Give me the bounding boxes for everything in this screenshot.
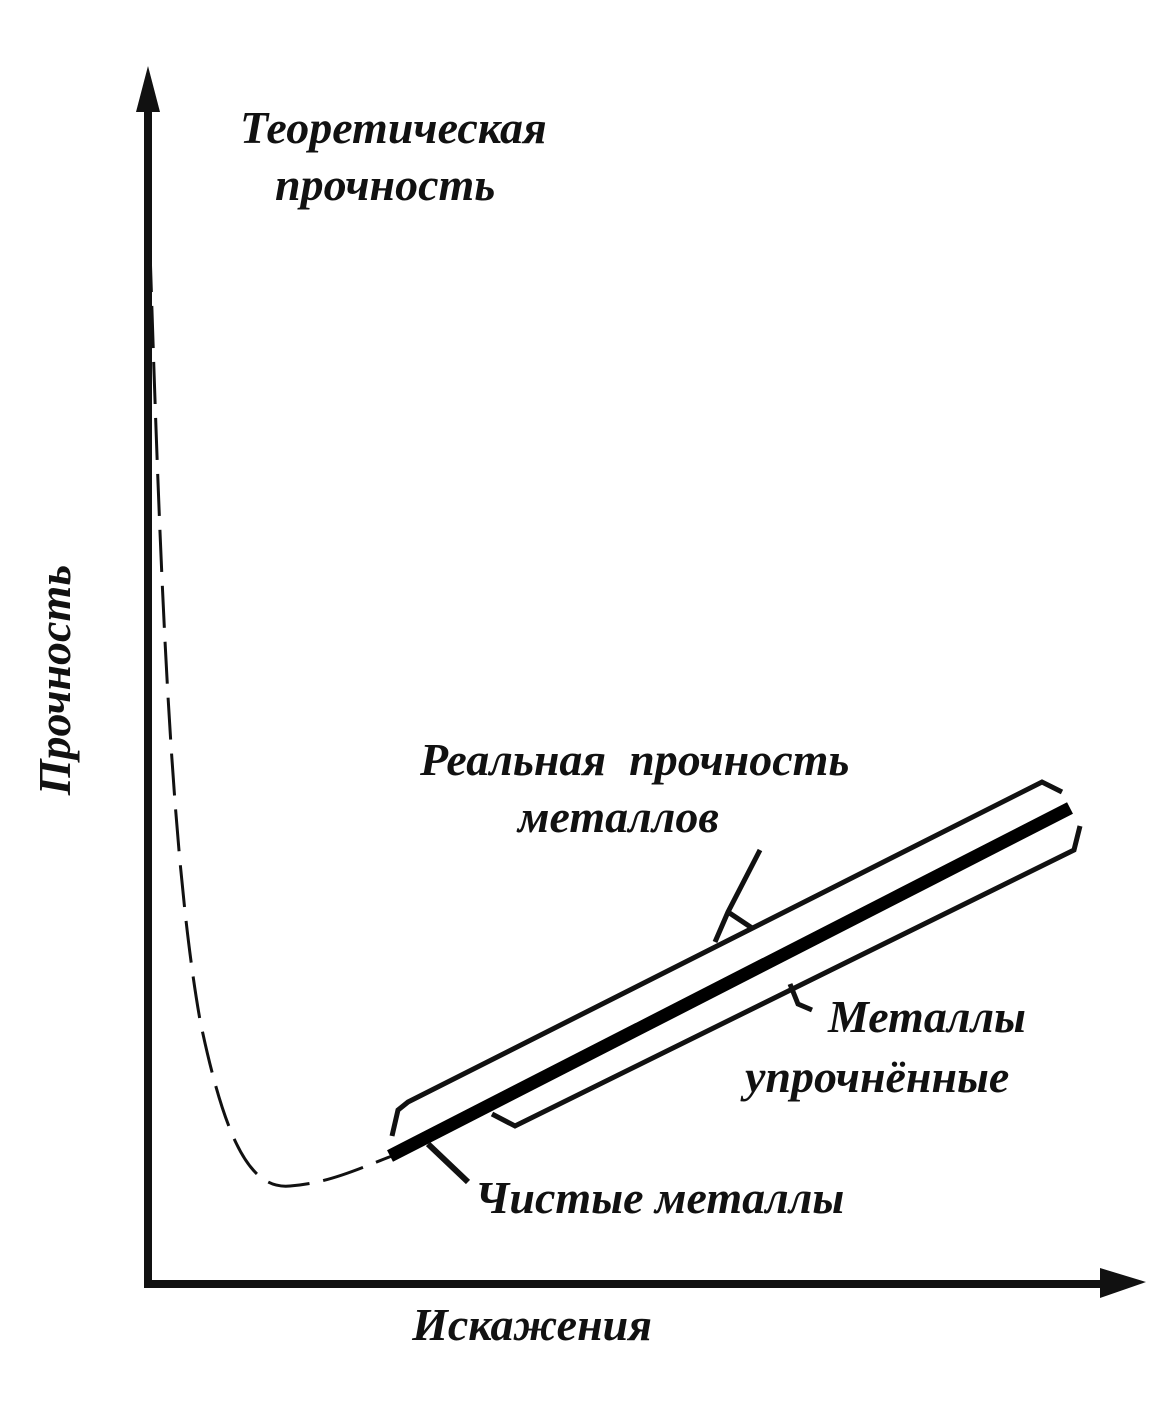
annotation: металлов: [516, 791, 719, 842]
y-axis-arrow: [136, 66, 160, 112]
title-line: Теоретическая: [240, 102, 547, 153]
annotation: Реальная прочность: [419, 734, 849, 785]
pure-metals-line: [387, 802, 1073, 1162]
annotation: упрочнённые: [740, 1051, 1009, 1102]
x-axis-label: Искажения: [411, 1299, 652, 1350]
leader-hardened: [787, 983, 813, 1013]
annotation: Металлы: [827, 991, 1026, 1042]
upper-bound: [389, 779, 1064, 1137]
x-axis-arrow: [1100, 1268, 1146, 1298]
theory-curve: [148, 249, 393, 1188]
y-axis-label: Прочность: [29, 565, 80, 797]
leader-real: [712, 848, 763, 943]
lower-bound: [490, 825, 1083, 1129]
annotation: Чистые металлы: [475, 1172, 844, 1223]
title-line: прочность: [275, 159, 495, 210]
leader-pure: [425, 1141, 471, 1185]
